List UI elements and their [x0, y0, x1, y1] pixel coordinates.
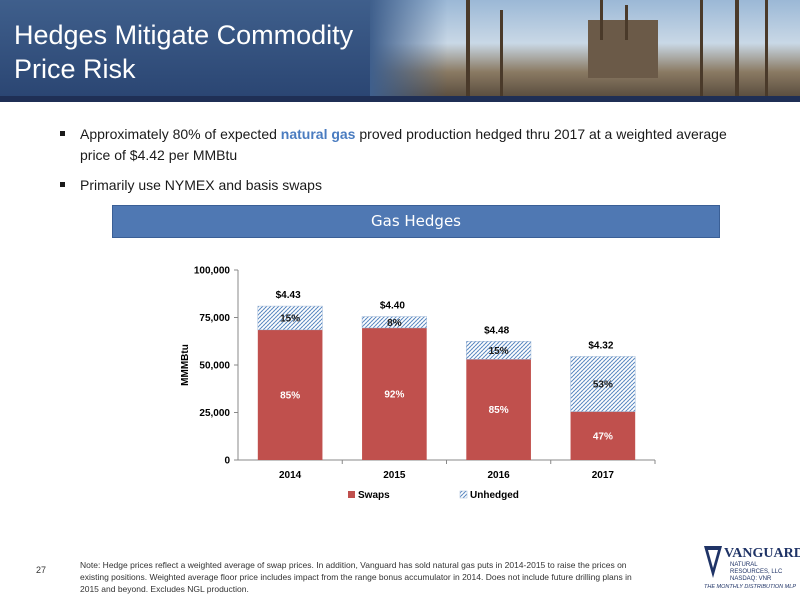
y-axis-label: MMMBtu	[180, 344, 191, 386]
bullet-item: Approximately 80% of expected natural ga…	[60, 124, 760, 166]
bar-segment-unhedged-2017	[570, 356, 636, 412]
logo-subtitle: NATURAL RESOURCES, LLC NASDAQ: VNR	[730, 562, 795, 583]
bar-data-label: 85%	[489, 405, 509, 416]
footnote: Note: Hedge prices reflect a weighted av…	[80, 560, 632, 594]
legend-swatch-swaps	[348, 491, 355, 498]
logo-wordmark: VANGUARD	[724, 546, 800, 561]
y-tick-label: 75,000	[199, 313, 230, 324]
bar-segment-swaps-2017	[570, 411, 636, 460]
bar-data-label: 53%	[593, 380, 613, 391]
legend-label-unhedged: Unhedged	[470, 490, 519, 501]
page-number: 27	[36, 565, 47, 575]
y-tick-label: 50,000	[199, 361, 230, 372]
bar-segment-unhedged-2015	[361, 316, 427, 329]
legend-label-swaps: Swaps	[358, 490, 390, 501]
logo-subtitle-line2: NASDAQ: VNR	[730, 576, 772, 582]
bullet-text: Primarily use NYMEX and basis swaps	[80, 177, 322, 193]
company-logo: VANGUARD NATURAL RESOURCES, LLC NASDAQ: …	[700, 542, 800, 594]
bar-segment-swaps-2016	[466, 359, 531, 460]
bar-segment-swaps-2015	[362, 327, 427, 460]
chart-banner: Gas Hedges	[112, 205, 720, 238]
gas-hedges-chart: 0 25,000 50,000 75,000 100,000 MMMBtu 2014 85% 1…	[180, 266, 656, 501]
legend-swatch-unhedged	[459, 490, 468, 499]
price-label: $4.43	[276, 290, 301, 301]
bar-data-label: 47%	[593, 431, 613, 442]
bar-data-label: 92%	[384, 389, 404, 400]
page-title: Hedges Mitigate Commodity Price Risk	[14, 18, 394, 86]
page-title-line2: Price Risk	[14, 54, 136, 84]
y-tick-label: 0	[224, 456, 230, 467]
logo-tagline: THE MONTHLY DISTRIBUTION MLP	[704, 584, 796, 590]
x-tick-label: 2017	[592, 470, 615, 481]
bar-data-label: 85%	[280, 390, 300, 401]
x-tick-label: 2016	[488, 470, 511, 481]
bullet-text-post: proved production hedged thru 2017 at a …	[80, 126, 727, 163]
logo-subtitle-line1: NATURAL RESOURCES, LLC	[730, 562, 783, 575]
price-label: $4.48	[484, 325, 509, 336]
bar-segment-unhedged-2014	[257, 305, 323, 331]
bullet-square-icon	[60, 131, 65, 136]
header-divider	[0, 96, 800, 102]
bullet-item: Primarily use NYMEX and basis swaps	[60, 175, 760, 196]
bar-segment-unhedged-2016	[466, 341, 532, 360]
bullet-text-pre: Approximately 80% of expected	[80, 126, 281, 142]
y-tick-label: 25,000	[199, 408, 230, 419]
x-tick-label: 2015	[383, 470, 406, 481]
price-label: $4.32	[588, 340, 613, 351]
bullet-highlight: natural gas	[280, 126, 356, 142]
bullet-square-icon	[60, 182, 65, 187]
header-banner: Hedges Mitigate Commodity Price Risk	[0, 0, 800, 96]
bar-data-label: 15%	[280, 313, 300, 324]
bar-data-label: 15%	[489, 346, 509, 357]
page-title-line1: Hedges Mitigate Commodity	[14, 20, 354, 50]
y-tick-label: 100,000	[194, 266, 231, 277]
bullet-list: Approximately 80% of expected natural ga…	[60, 124, 760, 205]
logo-emblem-icon	[704, 546, 722, 578]
bar-segment-swaps-2014	[257, 329, 323, 460]
header-photo	[370, 0, 800, 96]
price-label: $4.40	[380, 301, 405, 312]
bar-data-label: 8%	[387, 318, 402, 329]
x-tick-label: 2014	[279, 470, 302, 481]
